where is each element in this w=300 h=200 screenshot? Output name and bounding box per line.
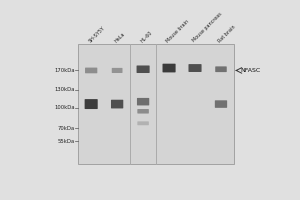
FancyBboxPatch shape	[188, 64, 202, 72]
FancyBboxPatch shape	[137, 121, 149, 125]
Text: 170kDa: 170kDa	[54, 68, 75, 73]
FancyBboxPatch shape	[137, 109, 149, 114]
Text: 100kDa: 100kDa	[54, 105, 75, 110]
Text: 55kDa: 55kDa	[58, 139, 75, 144]
Text: Mouse pancreas: Mouse pancreas	[191, 12, 223, 43]
FancyBboxPatch shape	[215, 66, 227, 72]
Text: SH-SY5Y: SH-SY5Y	[88, 25, 106, 43]
FancyBboxPatch shape	[85, 99, 98, 109]
FancyBboxPatch shape	[136, 65, 150, 73]
Text: HeLa: HeLa	[114, 31, 126, 43]
Text: HL-60: HL-60	[140, 30, 153, 43]
Text: 130kDa: 130kDa	[54, 87, 75, 92]
FancyBboxPatch shape	[137, 98, 149, 105]
FancyBboxPatch shape	[111, 100, 123, 108]
FancyBboxPatch shape	[163, 64, 176, 72]
Bar	[78, 44, 234, 164]
Text: Mouse brain: Mouse brain	[166, 18, 190, 43]
Text: NFASC: NFASC	[241, 68, 261, 73]
FancyBboxPatch shape	[215, 100, 227, 108]
Text: 70kDa: 70kDa	[58, 126, 75, 131]
FancyBboxPatch shape	[112, 68, 122, 73]
Text: Rat brain: Rat brain	[218, 24, 237, 43]
FancyBboxPatch shape	[85, 68, 97, 73]
